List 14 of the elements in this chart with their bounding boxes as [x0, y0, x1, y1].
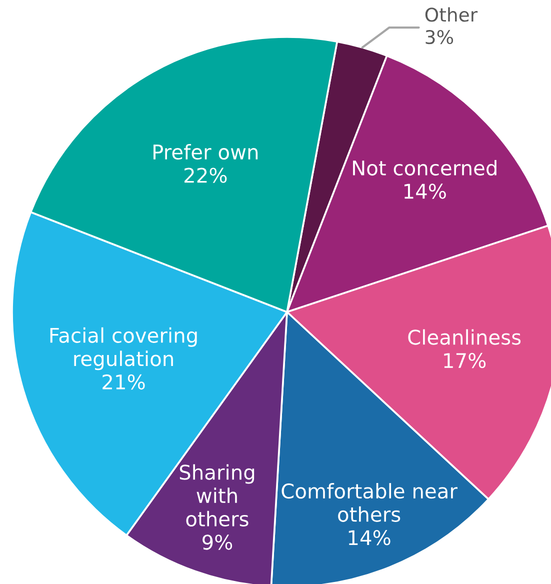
slice-label: Other — [425, 7, 478, 22]
data-label: 14% — [404, 184, 446, 199]
slice-label: Not concerned — [353, 160, 496, 176]
data-label: 17% — [444, 352, 486, 368]
slice-label: Cleanliness — [408, 329, 521, 345]
data-label: 14% — [348, 530, 390, 546]
data-label: 21% — [102, 374, 145, 390]
data-label: 9% — [202, 534, 232, 550]
slice-label: Prefer own — [154, 144, 258, 160]
data-label: 3% — [426, 30, 454, 44]
slice-label: Comfortable near others — [282, 483, 458, 522]
data-label: 22% — [184, 168, 227, 183]
slice-label: Facial covering regulation — [50, 327, 197, 370]
slice-label: Sharing with others — [180, 464, 254, 527]
